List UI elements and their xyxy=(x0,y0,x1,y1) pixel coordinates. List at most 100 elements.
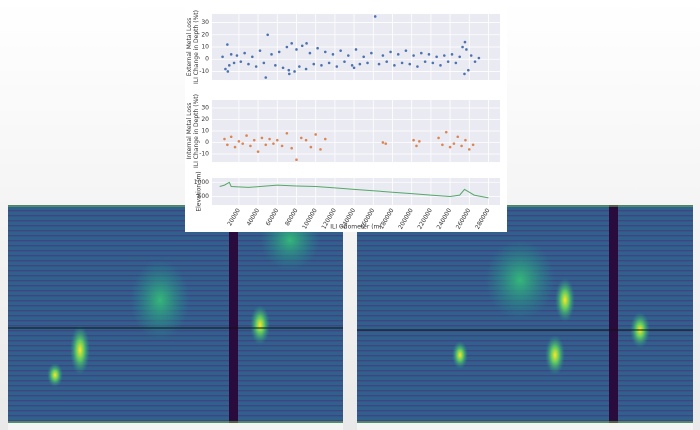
point xyxy=(454,61,458,65)
point xyxy=(471,143,475,147)
point xyxy=(298,65,301,68)
point xyxy=(287,68,291,72)
point xyxy=(339,49,342,52)
point xyxy=(309,145,313,149)
point xyxy=(295,158,298,162)
point xyxy=(469,54,473,57)
point xyxy=(227,64,231,67)
point xyxy=(256,150,260,153)
point xyxy=(335,65,339,68)
point xyxy=(287,72,291,76)
point xyxy=(277,50,281,54)
point xyxy=(443,54,446,57)
point xyxy=(381,141,385,144)
point xyxy=(249,144,252,148)
point xyxy=(439,64,442,67)
point xyxy=(327,61,331,65)
point xyxy=(268,137,271,141)
point xyxy=(235,54,239,57)
point xyxy=(350,64,354,67)
point xyxy=(272,142,275,145)
point xyxy=(285,131,289,135)
y-axis-label: Internal Metal Loss xyxy=(186,103,193,160)
y-tick-label: -10 xyxy=(199,150,209,157)
point xyxy=(320,64,323,67)
point xyxy=(464,138,467,142)
point xyxy=(354,48,358,51)
point xyxy=(241,142,245,145)
y-tick-label: 30 xyxy=(201,105,209,112)
point xyxy=(467,148,471,151)
point xyxy=(458,55,461,59)
point xyxy=(460,144,463,148)
point xyxy=(412,138,415,142)
point xyxy=(316,46,319,50)
point xyxy=(229,53,233,56)
y-tick-label: 30 xyxy=(201,19,209,26)
point xyxy=(343,60,346,63)
point xyxy=(418,140,421,143)
y-tick-label: 0 xyxy=(205,139,209,146)
right-heatmap xyxy=(357,205,693,430)
point xyxy=(463,40,467,44)
point xyxy=(251,55,254,59)
point xyxy=(223,137,226,141)
y-axis-label: External Metal Loss xyxy=(186,18,193,76)
point xyxy=(304,138,308,142)
point xyxy=(258,49,262,52)
point xyxy=(456,135,460,139)
point xyxy=(384,142,388,145)
point xyxy=(444,130,448,134)
y-tick-label: 500 xyxy=(198,193,210,200)
point xyxy=(331,53,335,56)
point xyxy=(465,48,468,51)
point xyxy=(319,148,322,151)
point xyxy=(415,144,418,148)
point xyxy=(247,62,250,66)
point xyxy=(285,45,289,49)
point xyxy=(266,33,269,37)
point xyxy=(450,53,454,56)
point xyxy=(437,136,440,140)
point xyxy=(262,61,266,65)
point xyxy=(473,60,477,63)
point xyxy=(323,137,327,141)
point xyxy=(352,66,356,70)
point xyxy=(237,140,241,143)
point xyxy=(293,70,296,73)
point xyxy=(419,51,423,55)
point xyxy=(385,60,389,63)
point xyxy=(323,50,327,54)
point xyxy=(373,15,377,18)
point xyxy=(232,61,236,65)
y-tick-label: 0 xyxy=(205,56,209,63)
point xyxy=(381,54,385,57)
point xyxy=(441,143,444,147)
point xyxy=(404,49,408,52)
point xyxy=(435,55,438,59)
point xyxy=(300,44,304,48)
point xyxy=(366,61,369,65)
y-axis-label: ILI Change in Depth (%t) xyxy=(193,10,200,84)
point xyxy=(452,142,456,145)
point xyxy=(431,61,435,65)
point xyxy=(416,65,419,68)
point xyxy=(389,50,392,54)
point xyxy=(393,64,396,67)
point xyxy=(274,64,277,67)
y-tick-label: 10 xyxy=(201,128,209,135)
point xyxy=(299,136,303,140)
point xyxy=(400,61,404,65)
point xyxy=(463,72,466,76)
y-axis-label: Elevation (m) xyxy=(196,171,203,211)
line xyxy=(219,181,489,199)
point xyxy=(412,54,415,57)
point xyxy=(229,135,233,139)
point xyxy=(226,43,229,46)
point xyxy=(358,62,362,66)
point xyxy=(243,51,246,55)
point xyxy=(233,145,237,149)
point xyxy=(224,67,227,71)
point xyxy=(260,136,264,140)
point xyxy=(448,145,452,149)
